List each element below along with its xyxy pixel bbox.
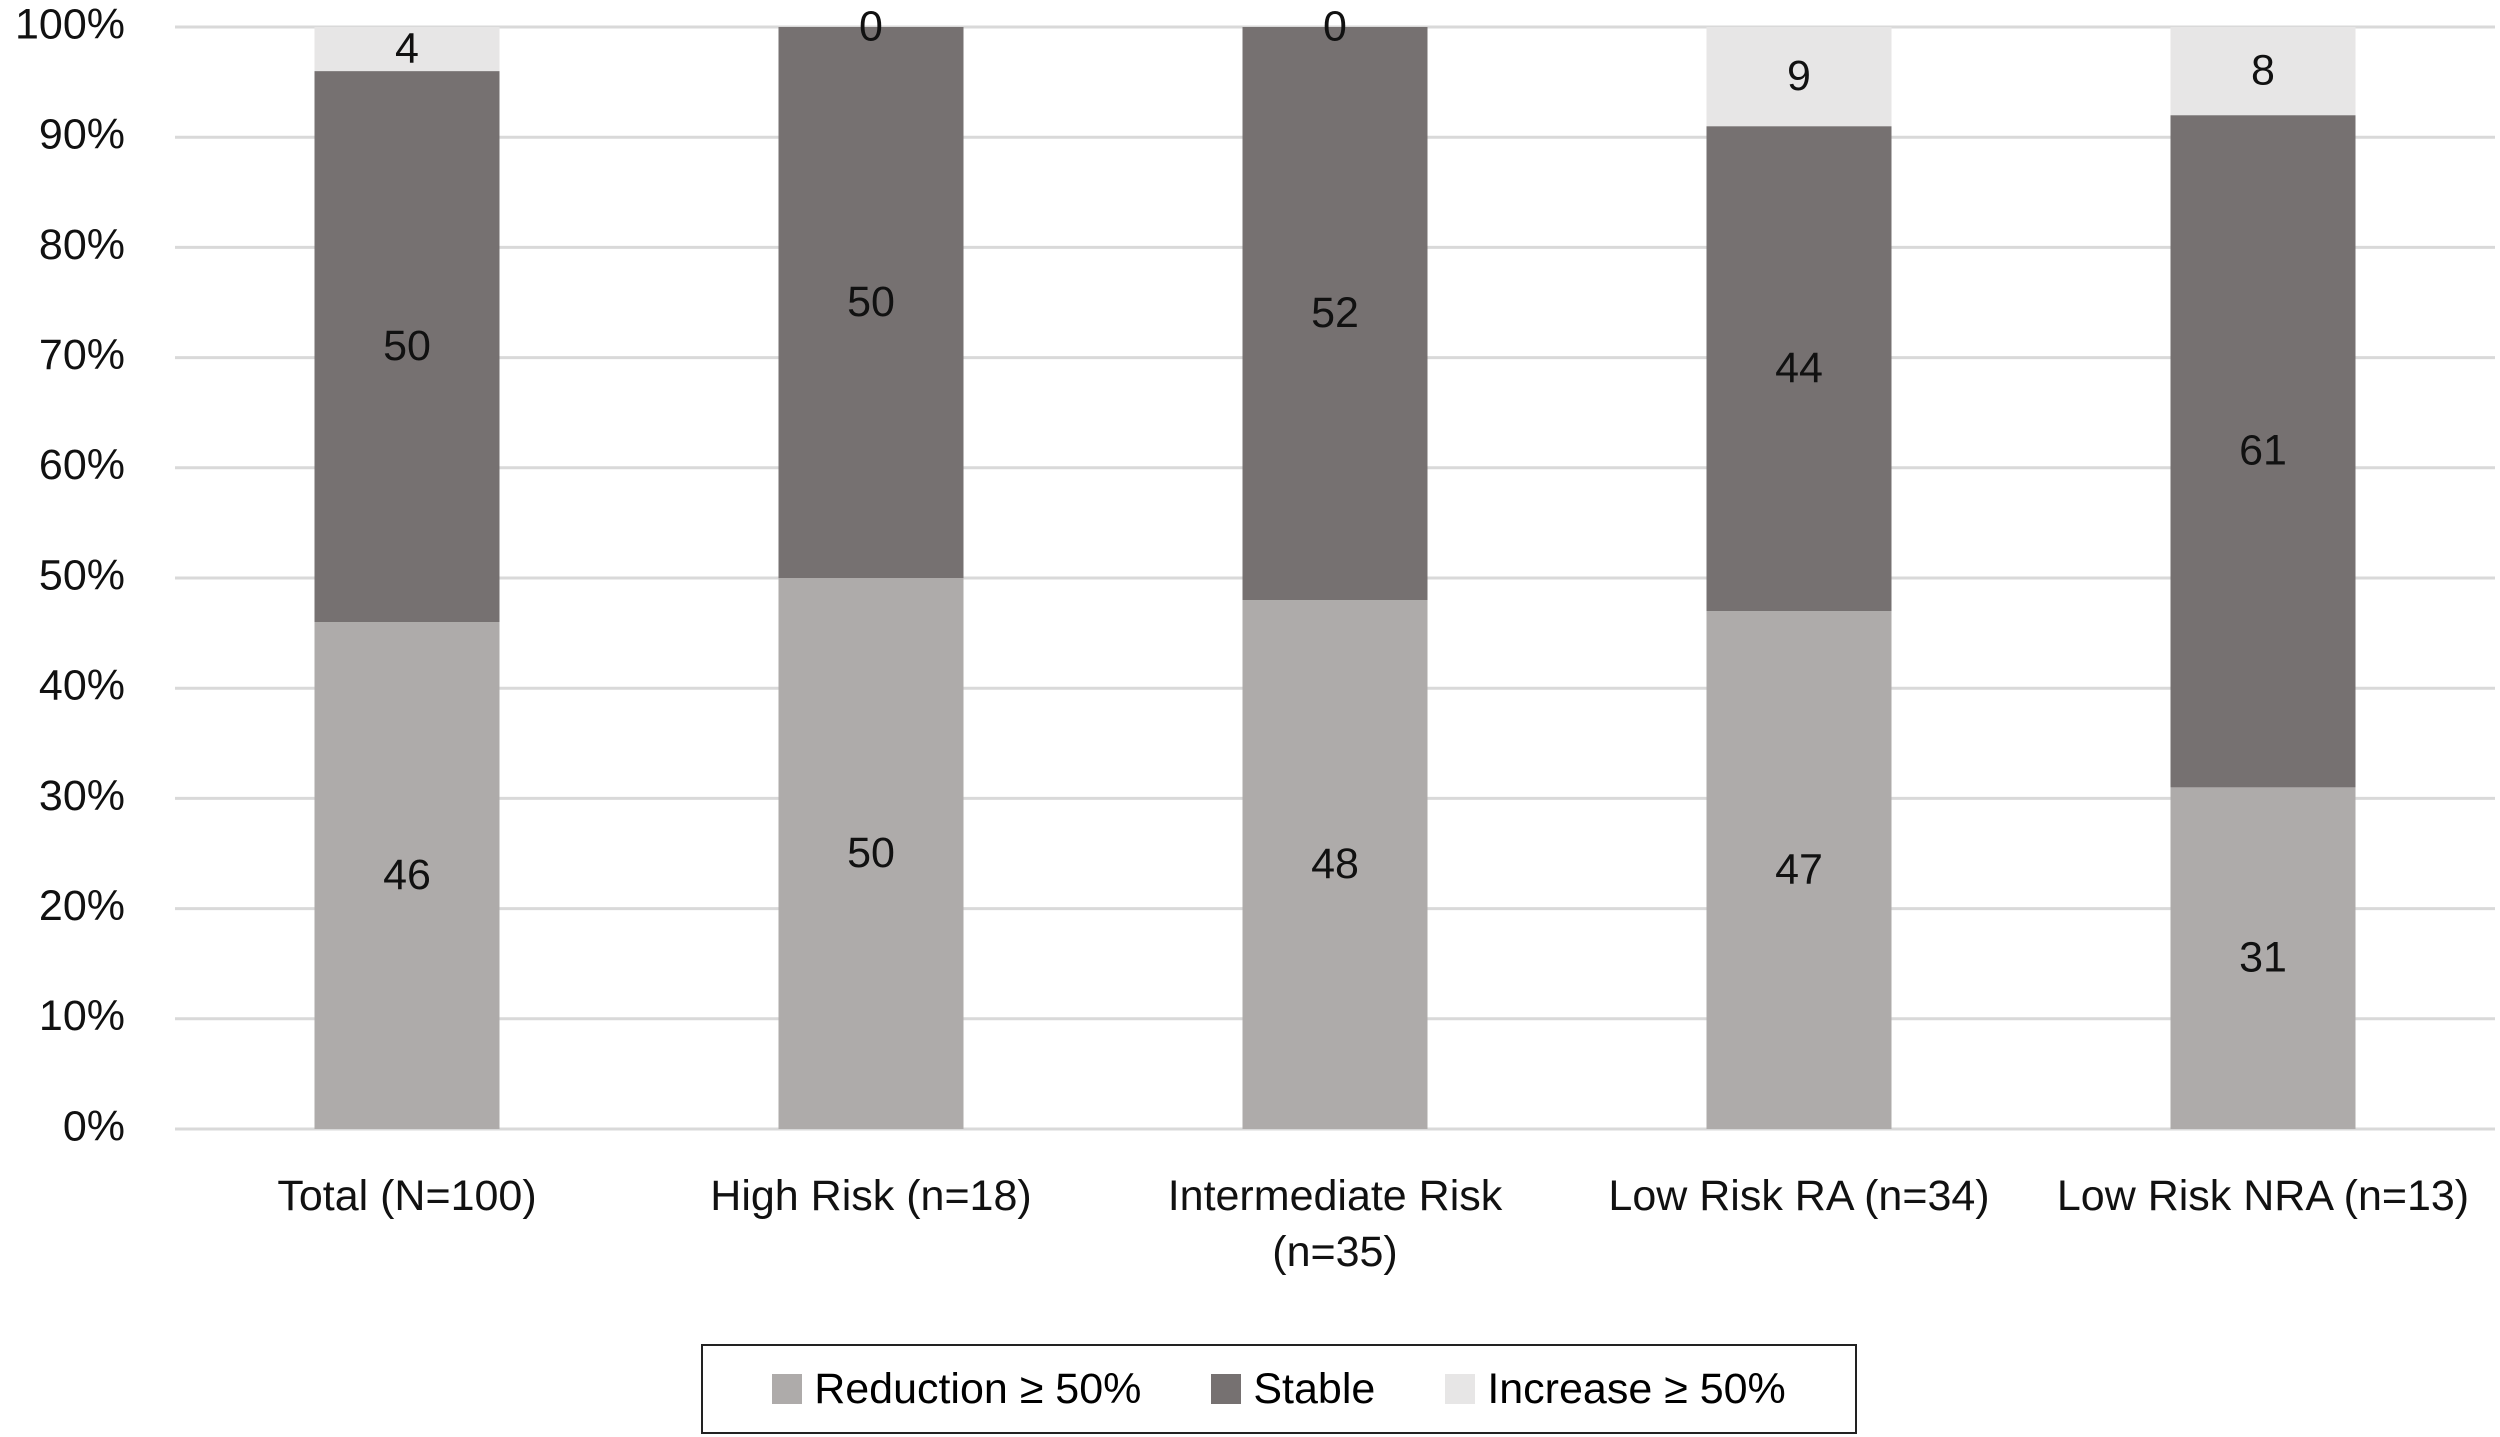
value-label: 8 xyxy=(2251,46,2275,94)
value-label: 0 xyxy=(859,2,883,50)
y-tick-label: 70% xyxy=(39,331,125,379)
x-tick-label: Total (N=100) xyxy=(277,1172,537,1220)
y-tick-label: 50% xyxy=(39,551,125,599)
bar-segment xyxy=(1706,126,1892,612)
x-tick-label: High Risk (n=18) xyxy=(710,1172,1032,1220)
legend-swatch xyxy=(1445,1374,1476,1404)
bar-segment xyxy=(1242,27,1428,601)
value-label: 31 xyxy=(2239,934,2287,982)
legend-label: Stable xyxy=(1253,1364,1376,1413)
value-label: 50 xyxy=(847,829,895,877)
value-label: 52 xyxy=(1311,289,1359,337)
bar-segment xyxy=(1242,600,1428,1129)
value-label: 48 xyxy=(1311,840,1359,888)
y-tick-label: 30% xyxy=(39,772,125,820)
x-tick-label: Low Risk RA (n=34) xyxy=(1608,1172,1990,1220)
y-tick-label: 100% xyxy=(15,0,125,48)
value-label: 50 xyxy=(383,322,431,370)
x-tick-label-box: Low Risk RA (n=34) xyxy=(1608,1172,1990,1220)
legend-swatch xyxy=(772,1374,803,1404)
value-label: 44 xyxy=(1775,344,1823,392)
value-label: 46 xyxy=(383,851,431,899)
legend-swatch xyxy=(1211,1374,1242,1404)
legend-item: Increase ≥ 50% xyxy=(1445,1364,1786,1414)
y-tick-label: 0% xyxy=(63,1102,125,1150)
bar-segment xyxy=(314,622,500,1129)
bar-segment xyxy=(778,27,964,578)
value-label: 0 xyxy=(1323,2,1347,50)
value-label: 9 xyxy=(1787,52,1811,100)
legend-item: Reduction ≥ 50% xyxy=(772,1365,1141,1414)
y-tick-label: 90% xyxy=(39,111,125,159)
bar-segment xyxy=(2170,787,2356,1129)
x-tick-label-box: Total (N=100) xyxy=(277,1172,537,1220)
bar-segment xyxy=(2170,115,2356,788)
bar-segment xyxy=(1706,27,1892,127)
x-tick-label: Intermediate Risk (n=35) xyxy=(1167,1172,1503,1276)
y-tick-label: 40% xyxy=(39,662,125,710)
y-tick-label: 10% xyxy=(39,992,125,1040)
legend-label: Increase ≥ 50% xyxy=(1487,1364,1786,1413)
value-label: 4 xyxy=(395,24,419,72)
bar-segment xyxy=(778,578,964,1129)
bar-segment xyxy=(314,27,500,72)
x-tick-label-box: Low Risk NRA (n=13) xyxy=(2056,1172,2470,1220)
x-tick-label: Low Risk NRA (n=13) xyxy=(2056,1172,2470,1220)
y-tick-label: 60% xyxy=(39,441,125,489)
x-tick-label-box: Intermediate Risk (n=35) xyxy=(1167,1172,1503,1276)
bar-segment xyxy=(1706,611,1892,1129)
y-tick-label: 80% xyxy=(39,221,125,269)
x-tick-label-box: High Risk (n=18) xyxy=(710,1172,1032,1220)
value-label: 61 xyxy=(2239,427,2287,475)
legend-item: Stable xyxy=(1211,1365,1375,1414)
legend-label: Reduction ≥ 50% xyxy=(814,1364,1142,1413)
bar-segment xyxy=(2170,27,2356,116)
value-label: 50 xyxy=(847,278,895,326)
legend: Reduction ≥ 50% Stable Increase ≥ 50% xyxy=(701,1344,1857,1434)
value-label: 47 xyxy=(1775,845,1823,893)
bar-segment xyxy=(314,71,500,623)
y-tick-label: 20% xyxy=(39,882,125,930)
